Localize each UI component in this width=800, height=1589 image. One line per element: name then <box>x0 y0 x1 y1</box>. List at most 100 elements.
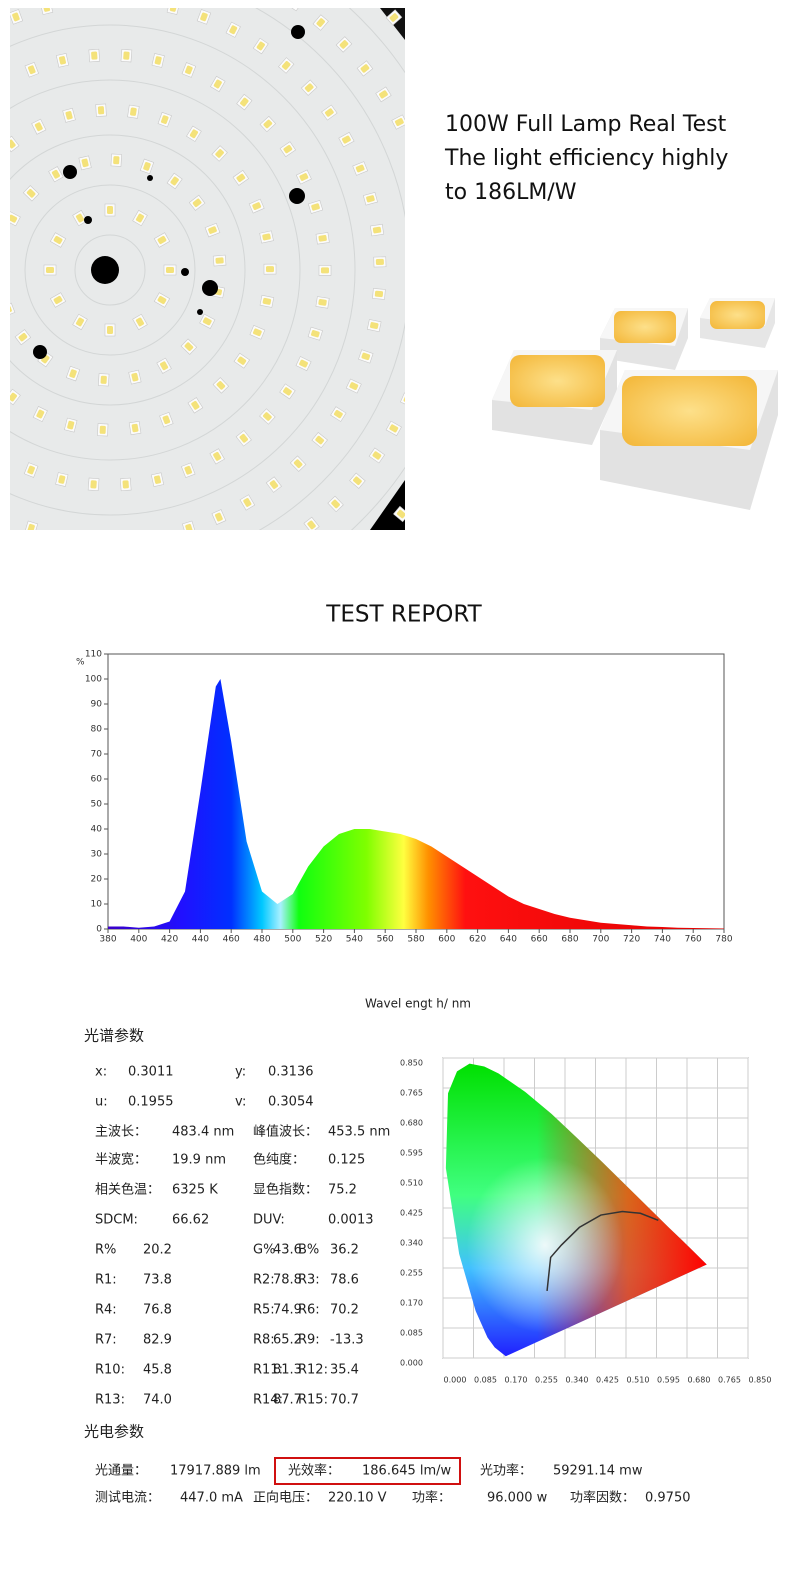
led-phosphor <box>160 115 169 125</box>
y-tick-label: 40 <box>91 825 103 835</box>
led <box>128 420 142 436</box>
led-phosphor <box>192 198 202 208</box>
led-phosphor <box>281 61 291 70</box>
led <box>370 223 385 237</box>
led-phosphor <box>166 267 174 273</box>
led-phosphor <box>154 56 162 65</box>
led-phosphor <box>69 369 77 378</box>
y-tick-label: 0.510 <box>400 1179 423 1188</box>
led-phosphor <box>263 412 272 421</box>
param-label: R14: <box>253 1393 283 1408</box>
led-phosphor <box>107 326 113 334</box>
led <box>358 349 374 364</box>
led-phosphor <box>185 523 193 530</box>
led-phosphor <box>216 381 226 390</box>
section-title: 光谱参数 <box>84 1027 144 1045</box>
x-tick-label: 0.085 <box>474 1376 497 1385</box>
led <box>62 107 76 123</box>
led-phosphor <box>215 149 224 158</box>
led <box>181 62 197 78</box>
led <box>32 406 48 423</box>
led-phosphor <box>361 352 371 361</box>
led-phosphor <box>157 295 167 305</box>
led-phosphor <box>10 139 16 149</box>
param-label: 光通量： <box>95 1464 147 1479</box>
y-tick-label: 0.000 <box>400 1359 423 1368</box>
led <box>311 431 328 449</box>
led-phosphor <box>283 387 292 396</box>
param-value: 78.6 <box>330 1273 359 1288</box>
led <box>263 263 277 275</box>
y-tick-label: 0.850 <box>400 1059 423 1068</box>
led-phosphor <box>123 51 130 60</box>
led-phosphor <box>131 423 139 433</box>
led <box>39 8 54 15</box>
led <box>64 417 78 433</box>
led <box>199 313 216 329</box>
led <box>307 326 323 341</box>
led <box>182 520 196 530</box>
led <box>180 338 198 355</box>
y-tick-label: 80 <box>91 725 103 735</box>
param-value: 65.2 <box>273 1333 302 1348</box>
led-phosphor <box>75 213 85 223</box>
param-label: R15: <box>298 1393 328 1408</box>
led-phosphor <box>324 108 334 117</box>
led-phosphor <box>342 135 351 144</box>
param-label: R7: <box>95 1333 117 1348</box>
param-value: 19.9 nm <box>172 1153 226 1168</box>
x-tick-label: 640 <box>500 935 517 945</box>
y-tick-label: 0.425 <box>400 1209 423 1218</box>
highlight-box <box>274 1457 461 1485</box>
led <box>259 408 276 425</box>
led-phosphor <box>213 451 222 461</box>
led-phosphor <box>191 400 200 410</box>
led <box>393 505 405 523</box>
x-axis-title: Wavel engt h/ nm <box>365 997 471 1011</box>
led-phosphor <box>236 173 246 183</box>
y-tick-label: 30 <box>91 850 103 860</box>
led-phosphor <box>299 359 308 368</box>
param-value: 75.2 <box>328 1183 357 1198</box>
led <box>22 185 40 202</box>
led-phosphor <box>229 25 238 35</box>
param-label: y: <box>235 1065 246 1080</box>
led <box>356 60 374 77</box>
x-tick-label: 0.340 <box>566 1376 589 1385</box>
led <box>375 86 392 103</box>
led-phosphor <box>293 459 303 469</box>
led-phosphor <box>307 520 316 530</box>
led-phosphor <box>299 173 309 181</box>
led-phosphor <box>58 475 66 484</box>
led <box>196 9 212 25</box>
led <box>259 115 277 133</box>
led-phosphor <box>10 214 18 223</box>
param-label: R1: <box>95 1273 117 1288</box>
led-phosphor <box>372 226 382 234</box>
led-phosphor <box>169 8 177 12</box>
led <box>248 198 265 214</box>
led-phosphor <box>27 523 35 530</box>
led-phosphor <box>311 203 320 211</box>
led <box>23 462 39 478</box>
x-tick-label: 620 <box>469 935 486 945</box>
led-phosphor <box>366 195 375 203</box>
x-tick-label: 780 <box>715 935 732 945</box>
y-tick-label: 60 <box>91 775 103 785</box>
param-value: 76.8 <box>143 1303 172 1318</box>
led-phosphor <box>90 480 97 489</box>
led-phosphor <box>135 213 145 223</box>
led-phosphor <box>97 106 105 115</box>
param-label: R3: <box>298 1273 320 1288</box>
led-phosphor <box>389 424 399 433</box>
param-value: 36.2 <box>330 1243 359 1258</box>
led <box>24 520 39 530</box>
board-hole <box>84 216 92 224</box>
x-tick-label: 420 <box>161 935 178 945</box>
led-phosphor <box>291 0 300 8</box>
led-phosphor <box>113 156 120 165</box>
board-hole <box>202 280 218 296</box>
y-tick-label: 70 <box>91 750 103 760</box>
param-value: 0.3054 <box>268 1095 314 1110</box>
led-phosphor <box>12 12 20 22</box>
